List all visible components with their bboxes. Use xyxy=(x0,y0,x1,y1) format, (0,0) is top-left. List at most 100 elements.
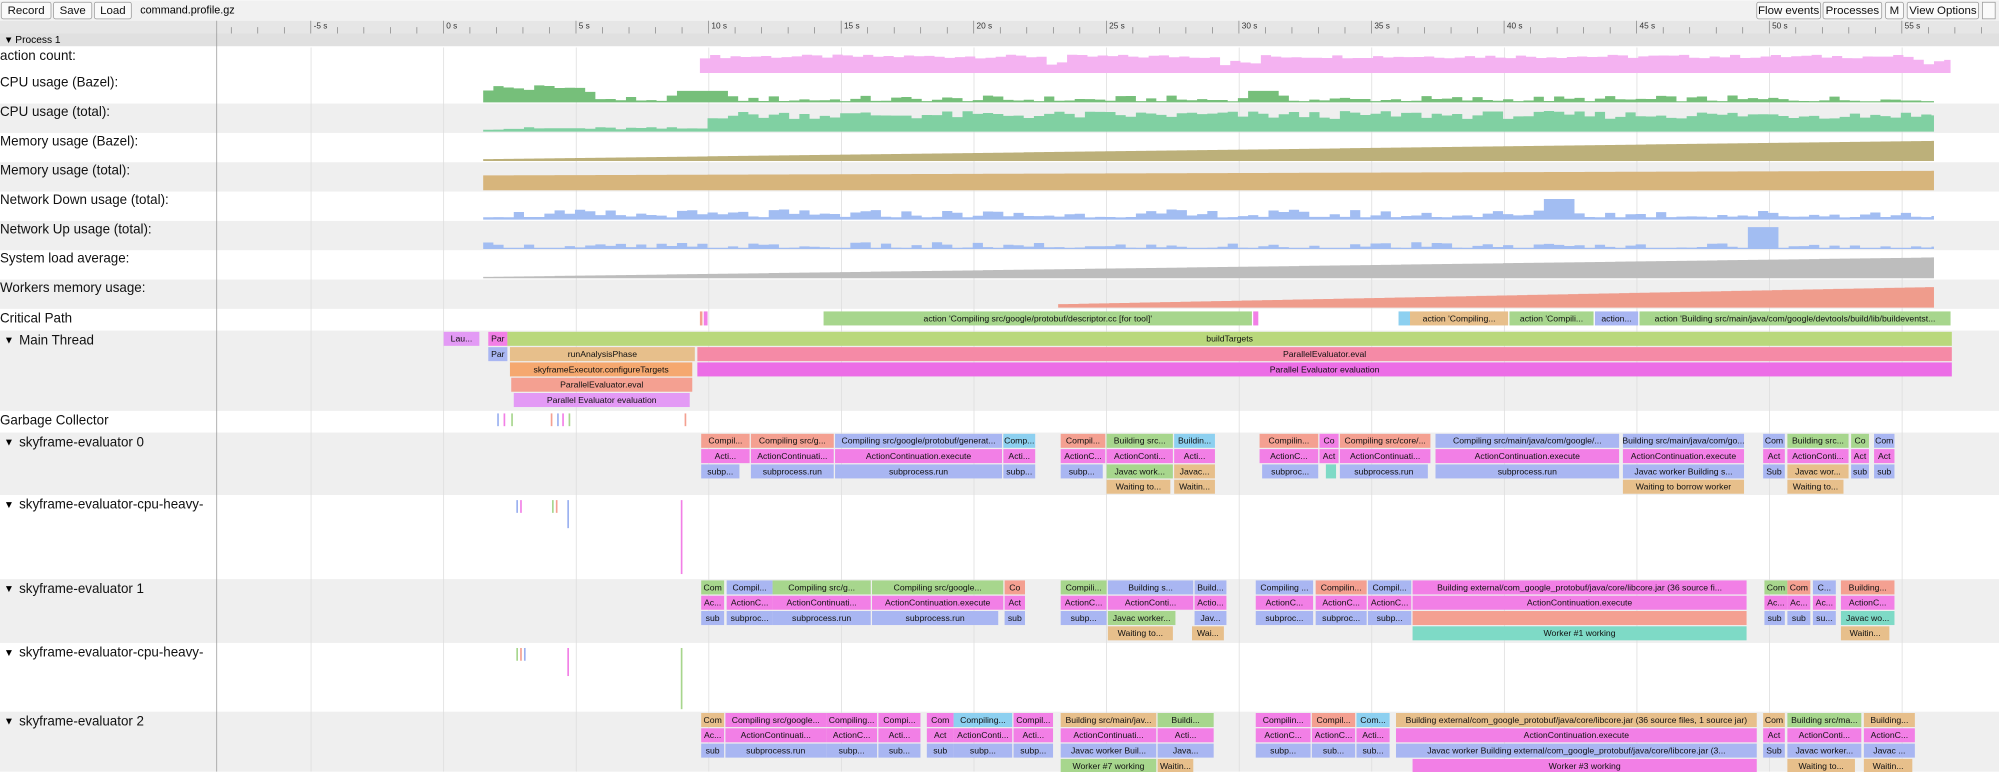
slice-label[interactable]: Sub xyxy=(1766,746,1782,756)
slice[interactable] xyxy=(1013,713,1054,728)
slice[interactable] xyxy=(1412,626,1747,641)
slice[interactable] xyxy=(1840,580,1895,595)
slice-label[interactable]: subp... xyxy=(707,466,733,476)
slice[interactable] xyxy=(511,377,693,392)
slice[interactable] xyxy=(826,728,878,743)
slice[interactable] xyxy=(1004,580,1025,595)
slice[interactable] xyxy=(1763,743,1785,758)
slice[interactable] xyxy=(1174,449,1215,464)
slice-label[interactable]: Comp... xyxy=(1004,436,1034,446)
slice[interactable] xyxy=(1874,464,1895,479)
slice[interactable] xyxy=(1106,449,1173,464)
button-frame[interactable] xyxy=(53,1,93,20)
slice[interactable] xyxy=(1863,713,1915,728)
button[interactable]: Record xyxy=(0,1,52,20)
slice-label[interactable]: subprocess.run xyxy=(889,466,948,476)
slice-label[interactable]: Compiling src/g... xyxy=(759,436,826,446)
slice[interactable] xyxy=(1311,743,1356,758)
slice-label[interactable]: Buildi... xyxy=(1171,715,1199,725)
slice[interactable] xyxy=(1764,611,1785,626)
slice[interactable] xyxy=(1174,479,1215,494)
slice-label[interactable]: ActionConti... xyxy=(1799,730,1850,740)
slice-label[interactable]: Worker #3 working xyxy=(1549,761,1621,771)
slice-label[interactable]: Compilin... xyxy=(1268,436,1309,446)
slice[interactable] xyxy=(1787,758,1855,772)
slice-label[interactable]: ParallelEvaluator.eval xyxy=(1283,349,1366,359)
slice[interactable] xyxy=(1315,580,1367,595)
slice-label[interactable]: Ac... xyxy=(1790,598,1807,608)
slice[interactable] xyxy=(701,595,725,610)
slice[interactable] xyxy=(872,611,999,626)
slice-label[interactable]: action 'Compili... xyxy=(1520,313,1583,323)
slice-label[interactable]: Acti... xyxy=(1175,730,1197,740)
slice[interactable] xyxy=(1060,728,1157,743)
slice-label[interactable]: Act xyxy=(1009,598,1022,608)
slice[interactable] xyxy=(703,311,708,326)
collapse-arrow[interactable]: ▼ xyxy=(4,500,14,511)
button-frame[interactable] xyxy=(0,1,52,20)
slice[interactable] xyxy=(1004,595,1025,610)
slice-label[interactable]: Com xyxy=(1765,436,1783,446)
slice-label[interactable]: runAnalysisPhase xyxy=(568,349,637,359)
slice[interactable] xyxy=(1194,611,1227,626)
slice-label[interactable]: subproc... xyxy=(731,613,769,623)
slice[interactable] xyxy=(1412,611,1747,626)
slice-label[interactable]: sub... xyxy=(889,746,910,756)
slice[interactable] xyxy=(1863,758,1913,772)
slice-label[interactable]: Parallel Evaluator evaluation xyxy=(547,395,657,405)
slice[interactable] xyxy=(1060,611,1107,626)
slice[interactable] xyxy=(1255,611,1314,626)
slice-label[interactable]: ActionC... xyxy=(1264,730,1302,740)
slice-label[interactable]: Act xyxy=(1768,730,1781,740)
slice-label[interactable]: ParallelEvaluator.eval xyxy=(560,380,643,390)
slice-label[interactable]: subprocess.run xyxy=(746,746,805,756)
slice-label[interactable]: subp... xyxy=(1069,466,1095,476)
button-frame[interactable] xyxy=(1822,1,1883,20)
slice[interactable] xyxy=(1060,433,1106,448)
slice[interactable] xyxy=(1003,449,1036,464)
slice[interactable] xyxy=(1787,743,1862,758)
slice-label[interactable]: Compilin... xyxy=(1263,715,1304,725)
slice[interactable] xyxy=(726,580,773,595)
slice[interactable] xyxy=(1315,595,1367,610)
slice-label[interactable]: action... xyxy=(1601,313,1631,323)
slice[interactable] xyxy=(1812,611,1836,626)
slice[interactable] xyxy=(701,713,725,728)
slice-label[interactable]: Waitin... xyxy=(1179,482,1210,492)
slice-label[interactable]: Building s... xyxy=(1128,582,1173,592)
button-frame[interactable] xyxy=(1885,1,1904,20)
slice-label[interactable]: Building src/ma... xyxy=(1791,715,1857,725)
slice[interactable] xyxy=(701,580,725,595)
slice-label[interactable]: subp... xyxy=(1377,613,1403,623)
slice[interactable] xyxy=(1412,580,1747,595)
slice-label[interactable]: subproc... xyxy=(1322,613,1360,623)
slice-label[interactable]: Building src... xyxy=(1114,436,1166,446)
slice-label[interactable]: Compi... xyxy=(883,715,915,725)
slice-label[interactable]: Compil... xyxy=(1066,436,1100,446)
slice[interactable] xyxy=(1253,311,1259,326)
slice-label[interactable]: ActionC... xyxy=(1266,598,1304,608)
slice[interactable] xyxy=(1763,728,1785,743)
button[interactable]: Load xyxy=(93,1,132,20)
slice-label[interactable]: ActionConti... xyxy=(1792,451,1843,461)
slice[interactable] xyxy=(878,728,921,743)
slice-label[interactable]: Act xyxy=(1323,451,1336,461)
slice-label[interactable]: Act xyxy=(1878,451,1891,461)
button-label[interactable]: M xyxy=(1890,5,1900,17)
slice-label[interactable]: Compil... xyxy=(708,436,742,446)
slice[interactable] xyxy=(1763,433,1785,448)
slice[interactable] xyxy=(1060,758,1157,772)
slice[interactable] xyxy=(1395,728,1757,743)
slice[interactable] xyxy=(1435,449,1620,464)
slice[interactable] xyxy=(1255,728,1311,743)
slice[interactable] xyxy=(1410,311,1509,326)
slice-label[interactable]: ActionC... xyxy=(1371,598,1409,608)
slice-label[interactable]: subprocess.run xyxy=(792,613,851,623)
slice-label[interactable]: ActionContinuati... xyxy=(1350,451,1420,461)
button[interactable]: Processes xyxy=(1822,1,1883,20)
slice[interactable] xyxy=(701,449,750,464)
slice[interactable] xyxy=(1255,580,1314,595)
slice[interactable] xyxy=(1107,595,1194,610)
slice-label[interactable]: ActionConti... xyxy=(1114,451,1165,461)
collapse-arrow[interactable]: ▼ xyxy=(4,717,14,728)
